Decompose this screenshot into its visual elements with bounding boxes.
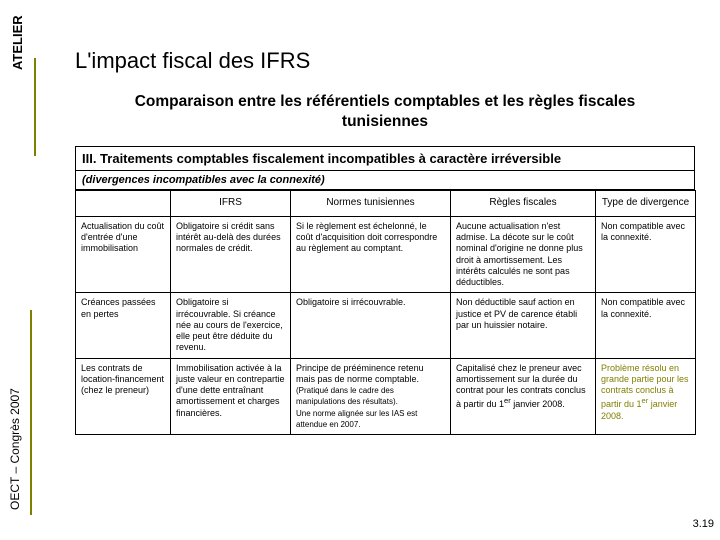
text: janvier 2008. [511, 399, 565, 409]
comparison-table: IFRS Normes tunisiennes Règles fiscales … [75, 190, 696, 435]
th-normes: Normes tunisiennes [291, 191, 451, 217]
cell: Les contrats de location-financement (ch… [76, 358, 171, 435]
side-label-congres: OECT – Congrès 2007 [8, 388, 22, 510]
cell: Si le règlement est échelonné, le coût d… [291, 216, 451, 293]
table-row: Créances passées en pertes Obligatoire s… [76, 293, 696, 358]
page-number: 3.19 [693, 518, 714, 530]
table-row: Actualisation du coût d'entrée d'une imm… [76, 216, 696, 293]
section-title: III. Traitements comptables fiscalement … [76, 147, 694, 171]
cell: Aucune actualisation n'est admise. La dé… [451, 216, 596, 293]
cell: Obligatoire si crédit sans intérêt au-de… [171, 216, 291, 293]
th-type: Type de divergence [596, 191, 696, 217]
th-blank [76, 191, 171, 217]
text-small: (Pratiqué dans le cadre des manipulation… [296, 386, 398, 406]
table-header-row: IFRS Normes tunisiennes Règles fiscales … [76, 191, 696, 217]
cell: Non compatible avec la connexité. [596, 293, 696, 358]
cell-multi: Capitalisé chez le preneur avec amortiss… [451, 358, 596, 435]
cell: Immobilisation activée à la juste valeur… [171, 358, 291, 435]
cell-multi: Principe de prééminence retenu mais pas … [291, 358, 451, 435]
cell: Obligatoire si irrécouvrable. Si créance… [171, 293, 291, 358]
side-rule-top [34, 58, 36, 156]
cell: Créances passées en pertes [76, 293, 171, 358]
sup: er [504, 396, 511, 405]
cell: Actualisation du coût d'entrée d'une imm… [76, 216, 171, 293]
th-regles: Règles fiscales [451, 191, 596, 217]
page-subtitle: Comparaison entre les référentiels compt… [75, 92, 695, 132]
text-small: Une norme alignée sur les IAS est attend… [296, 409, 417, 429]
section-subtitle: (divergences incompatibles avec la conne… [76, 171, 694, 189]
cell-olive: Problème résolu en grande partie pour le… [596, 358, 696, 435]
section-header-box: III. Traitements comptables fiscalement … [75, 146, 695, 190]
th-ifrs: IFRS [171, 191, 291, 217]
cell: Obligatoire si irrécouvrable. [291, 293, 451, 358]
main-content: L'impact fiscal des IFRS Comparaison ent… [75, 48, 695, 435]
table-row: Les contrats de location-financement (ch… [76, 358, 696, 435]
text: Principe de prééminence retenu mais pas … [296, 363, 424, 384]
cell: Non déductible sauf action en justice et… [451, 293, 596, 358]
side-rule-bottom [30, 310, 32, 515]
cell: Non compatible avec la connexité. [596, 216, 696, 293]
side-label-atelier: ATELIER [10, 15, 25, 70]
page-title: L'impact fiscal des IFRS [75, 48, 695, 74]
